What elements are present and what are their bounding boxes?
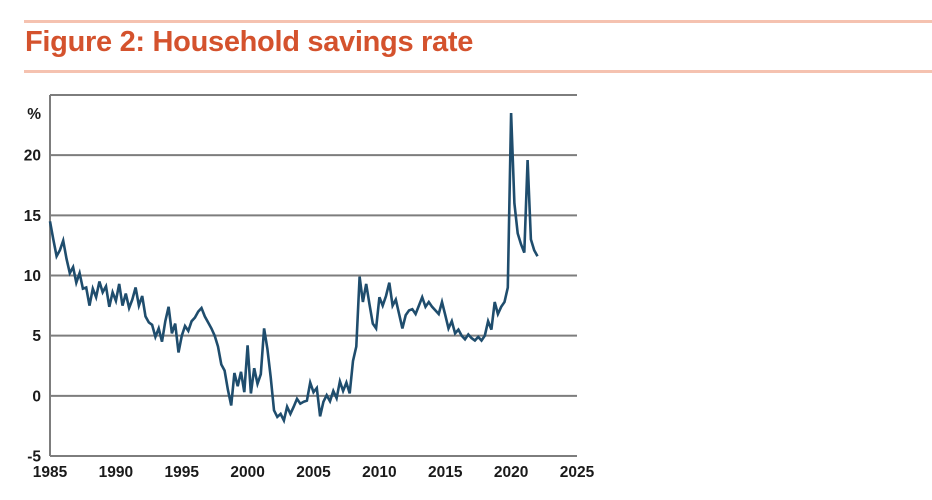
figure-title: Figure 2: Household savings rate [25, 26, 474, 58]
y-tick-label: 15 [24, 208, 42, 225]
x-tick-label: 2000 [230, 464, 264, 481]
y-tick-label: 0 [32, 388, 41, 405]
x-tick-label: 1995 [165, 464, 200, 481]
x-tick-label: 2015 [428, 464, 463, 481]
y-axis-unit-label: % [27, 106, 41, 123]
x-tick-label: 1990 [99, 464, 133, 481]
x-tick-label: 2020 [494, 464, 528, 481]
y-tick-label: -5 [27, 449, 41, 466]
x-tick-label: 2005 [296, 464, 331, 481]
y-tick-label: 5 [32, 328, 41, 345]
savings-rate-series-line [48, 112, 539, 425]
y-tick-label: 20 [24, 148, 41, 165]
header-rule-bottom [24, 70, 932, 73]
x-tick-label: 2010 [362, 464, 396, 481]
header-rule-top [24, 20, 932, 23]
x-tick-label: 1985 [33, 464, 68, 481]
x-tick-label: 2025 [560, 464, 595, 481]
y-tick-label: 10 [24, 268, 41, 285]
